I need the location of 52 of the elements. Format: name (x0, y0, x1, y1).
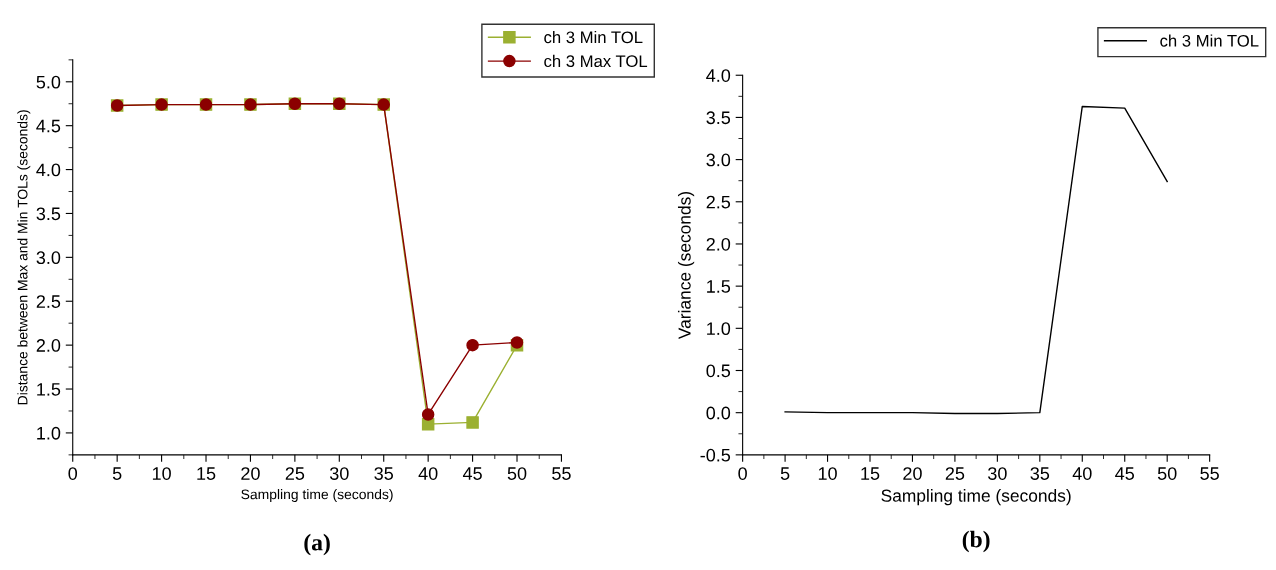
y-tick-label: 2.5 (706, 195, 731, 209)
x-tick-label: 50 (1157, 467, 1177, 480)
y-tick-label: 2.5 (36, 295, 61, 308)
text: (a) (304, 533, 330, 556)
y-tick-label: 2.0 (706, 237, 731, 251)
y-axis-title: Variance (seconds) (677, 191, 695, 340)
y-tick-label: 0.0 (706, 406, 731, 420)
x-tick-label: 5 (112, 467, 122, 480)
y-tick-label: -0.5 (700, 448, 731, 462)
legend-label: ch 3 Min TOL (1160, 34, 1259, 47)
y-tick-label: 3.5 (36, 207, 61, 221)
y-tick-label: 5.0 (36, 75, 61, 89)
y-tick-label: 3.0 (706, 153, 731, 167)
y-tick-label: 2.0 (36, 339, 61, 352)
y-tick-label: 4.5 (36, 119, 61, 133)
y-tick-label: 4.0 (706, 69, 731, 82)
y-tick-label: 3.5 (706, 111, 731, 125)
x-axis-title: Sampling time (seconds) (241, 489, 393, 502)
x-tick-label: 40 (418, 467, 438, 480)
y-tick-label: 1.0 (37, 426, 61, 440)
legend-label: ch 3 Min TOL (544, 30, 643, 44)
x-tick-label: 30 (988, 467, 1007, 480)
x-tick-label: 55 (552, 467, 571, 480)
y-tick-label: 1.5 (707, 280, 731, 293)
x-tick-label: 35 (1030, 467, 1050, 480)
y-tick-label: 0.5 (706, 364, 731, 378)
y-tick-label: 1.5 (37, 383, 61, 396)
x-tick-label: 25 (285, 467, 305, 480)
x-tick-label: 0 (738, 467, 747, 480)
x-tick-label: 5 (780, 467, 790, 480)
x-axis-title: Sampling time (seconds) (881, 489, 1071, 506)
x-tick-label: 45 (1115, 467, 1135, 480)
x-tick-label: 30 (329, 467, 349, 480)
x-tick-label: 10 (152, 467, 171, 480)
x-tick-label: 0 (68, 467, 78, 480)
x-tick-label: 45 (462, 467, 482, 480)
x-tick-label: 20 (241, 467, 260, 480)
x-tick-label: 25 (945, 467, 965, 480)
y-tick-label: 1.0 (707, 322, 731, 336)
y-tick-label: 3.0 (36, 251, 61, 265)
y-axis-title: Distance between Max and Min TOLs (seconds) (17, 110, 31, 405)
x-tick-label: 35 (374, 467, 394, 480)
x-tick-label: 40 (1072, 467, 1092, 480)
x-tick-label: 50 (507, 467, 527, 480)
x-tick-label: 20 (903, 467, 922, 480)
legend-label: ch 3 Max TOL (544, 54, 648, 68)
x-tick-label: 10 (818, 467, 837, 480)
x-tick-label: 55 (1200, 467, 1219, 480)
x-tick-label: 15 (197, 467, 216, 480)
x-tick-label: 15 (861, 467, 880, 480)
y-tick-label: 4.0 (36, 163, 61, 177)
text: (b) (962, 530, 990, 553)
